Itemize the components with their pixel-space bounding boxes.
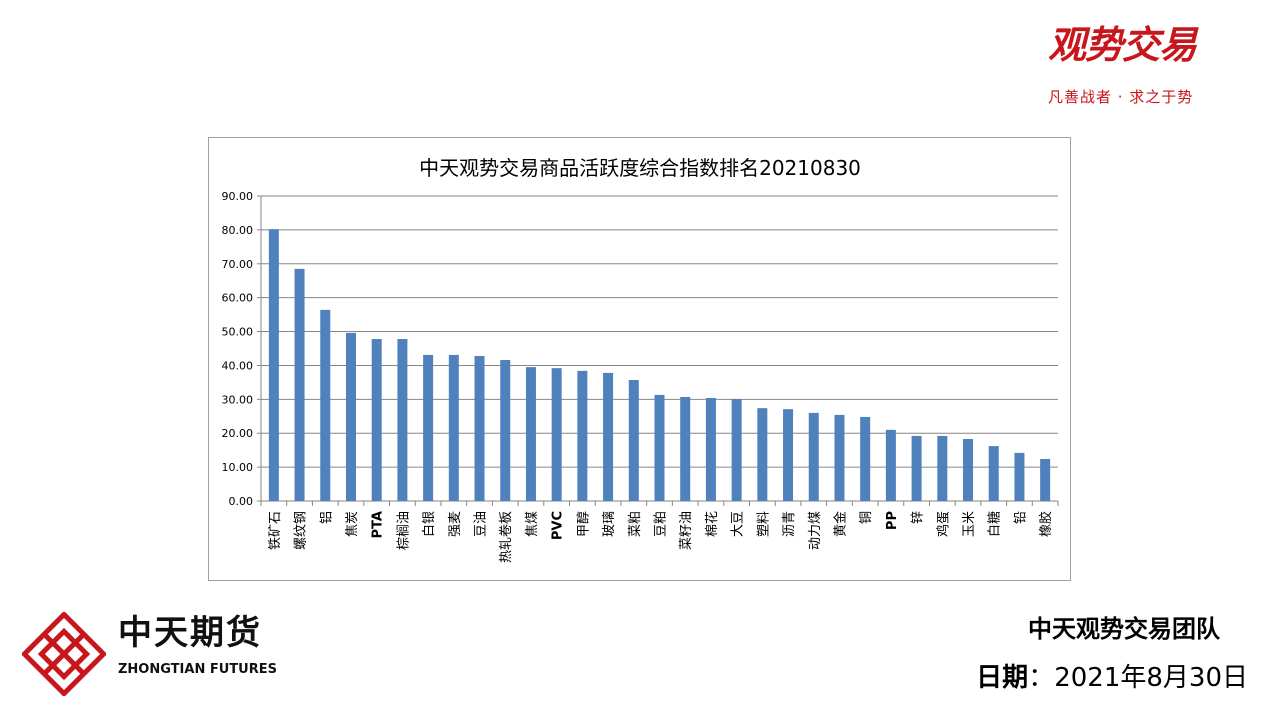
bar (320, 309, 331, 501)
bar (603, 372, 614, 501)
bar (885, 429, 896, 501)
x-tick-label: 大豆 (731, 511, 746, 537)
x-tick-label: 强麦 (448, 511, 463, 537)
date-label: 日期 (976, 663, 1029, 693)
y-tick-label: 60.00 (222, 292, 254, 305)
company-logo-icon (22, 612, 106, 696)
team-name: 中天观势交易团队 (1028, 615, 1220, 643)
x-tick-label: 鸡蛋 (935, 511, 951, 537)
brand-logo: 观势交易 凡善战者 · 求之于势 (1040, 22, 1260, 118)
bar (474, 355, 485, 501)
x-tick-label: 铅 (1013, 511, 1028, 524)
bar (294, 268, 305, 501)
bar (783, 409, 794, 501)
x-tick-label: 甲醇 (575, 511, 591, 537)
x-tick-label: 橡胶 (1038, 511, 1054, 537)
brand-slogan: 凡善战者 · 求之于势 (1048, 88, 1194, 106)
x-tick-label: 棉花 (704, 511, 720, 537)
bar (628, 380, 639, 501)
bar-chart: 中天观势交易商品活跃度综合指数排名20210830 0.00 10.00 20.00 3… (222, 156, 1059, 563)
x-tick-label: 黄金 (832, 511, 848, 537)
bar (963, 438, 974, 501)
x-tick-label: 铁矿石 (268, 511, 283, 550)
bar (525, 367, 536, 501)
x-tick-label: 铝 (319, 511, 334, 524)
x-tick-label: 玻璃 (602, 511, 617, 537)
date-separator: ： (1028, 663, 1055, 693)
x-tick-label: 菜籽油 (679, 511, 694, 550)
bar (423, 354, 434, 501)
x-tick-label: 白银 (421, 511, 437, 537)
x-tick-label: 热轧卷板 (498, 511, 514, 563)
y-tick-label: 50.00 (222, 326, 254, 339)
date-row: 日期：2021年8月30日 (976, 662, 1248, 694)
bar (448, 354, 459, 501)
x-tick-label: 焦炭 (345, 511, 360, 537)
date-value: 2021年8月30日 (1054, 663, 1248, 693)
y-tick-label: 20.00 (222, 427, 254, 440)
x-tick-label: 焦煤 (525, 511, 540, 537)
bar (268, 229, 279, 501)
bar (860, 416, 871, 501)
company-name-cn: 中天期货 (118, 613, 262, 653)
bar (1040, 458, 1051, 501)
x-tick-label: 铜 (859, 511, 874, 524)
bar (397, 339, 408, 501)
y-tick-label: 40.00 (222, 359, 254, 372)
x-tick-label: 锌 (911, 511, 926, 524)
bar (757, 408, 768, 501)
y-tick-label: 80.00 (222, 224, 254, 237)
y-tick-label: 0.00 (229, 495, 254, 508)
bar (371, 339, 382, 501)
bar (500, 360, 511, 501)
y-tick-label: 10.00 (222, 461, 254, 474)
bar (345, 332, 356, 501)
y-tick-label: 30.00 (222, 393, 254, 406)
chart-title: 中天观势交易商品活跃度综合指数排名20210830 (419, 156, 861, 180)
bar (551, 368, 562, 501)
bar (808, 412, 819, 501)
chart-frame: 中天观势交易商品活跃度综合指数排名20210830 0.00 10.00 20.00 3… (208, 137, 1071, 581)
bar (654, 394, 665, 501)
company-name-en: ZHONGTIAN FUTURES (118, 662, 277, 677)
x-tick-label: 玉米 (962, 511, 977, 537)
x-tick-label: 棕榈油 (396, 511, 411, 550)
x-tick-label: 动力煤 (808, 511, 823, 550)
bar (988, 446, 999, 501)
bar (680, 396, 691, 501)
bar (705, 397, 716, 501)
bar (731, 398, 742, 501)
x-tick-label: 豆油 (474, 511, 489, 537)
x-tick-label: 塑料 (756, 511, 771, 537)
x-tick-label: 豆粕 (654, 511, 669, 537)
bar (937, 435, 948, 501)
x-tick-label: 白糖 (987, 511, 1003, 537)
bar (1014, 452, 1025, 501)
bar (577, 370, 588, 501)
x-tick-label: 螺纹钢 (294, 511, 309, 550)
x-tick-label: PP (885, 511, 900, 530)
y-tick-label: 90.00 (222, 190, 254, 203)
x-tick-label: PTA (371, 511, 386, 538)
x-tick-label: 菜粕 (628, 511, 643, 537)
x-tick-label: 沥青 (782, 511, 797, 537)
x-tick-label: PVC (551, 511, 566, 540)
bar (911, 435, 922, 501)
brand-title: 观势交易 (1048, 22, 1197, 67)
y-tick-label: 70.00 (222, 258, 254, 271)
bar (834, 414, 845, 501)
